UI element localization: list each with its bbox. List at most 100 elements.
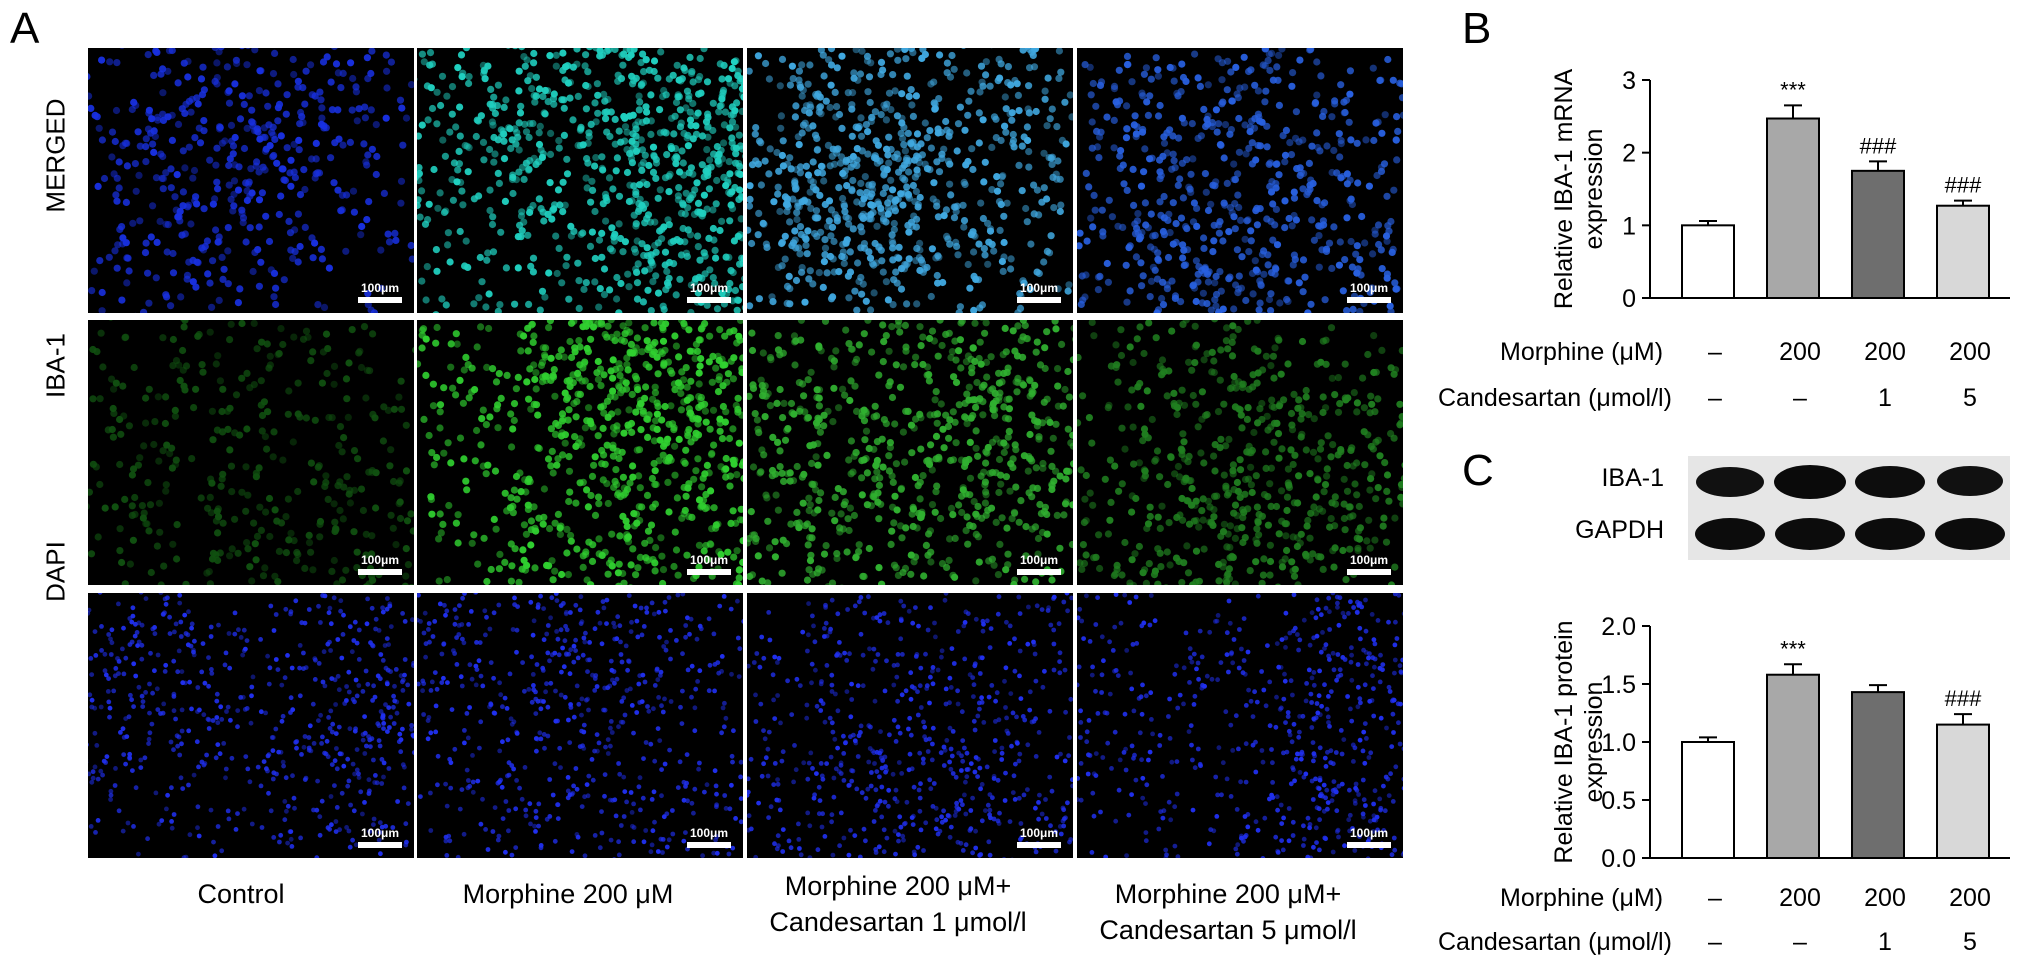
blot-label-iba1: IBA-1 (1601, 464, 1664, 492)
y-tick-label: 2 (1622, 140, 1636, 168)
candesartan-dose-value: 5 (1963, 384, 1977, 412)
morphine-dose-value: 200 (1864, 338, 1906, 366)
scale-bar: 100μm (358, 281, 402, 303)
scale-bar-line (1347, 297, 1391, 303)
significance-mark: ### (1860, 133, 1897, 158)
micrograph-iba-1-2: 100μm (417, 320, 743, 585)
column-label-line1: Morphine 200 μM+ (784, 871, 1012, 901)
micrograph-merged-1: 100μm (88, 48, 414, 313)
y-axis-label: expression (1580, 129, 1608, 250)
morphine-dose-value: 200 (1949, 884, 1991, 912)
y-tick-label: 1 (1622, 212, 1636, 240)
scale-bar-line (687, 842, 731, 848)
micrograph-dapi-4: 100μm (1077, 593, 1403, 858)
scale-bar: 100μm (687, 826, 731, 848)
significance-mark: *** (1780, 77, 1806, 102)
morphine-dose-value: – (1708, 884, 1722, 912)
column-label-line2: Candesartan 1 μmol/l (769, 907, 1027, 937)
scale-bar-label: 100μm (689, 553, 729, 567)
candesartan-label-b: Candesartan (μmol/l) (1438, 384, 1672, 412)
candesartan-dose-value: 1 (1878, 384, 1892, 412)
blot-bands-gapdh (1695, 518, 2005, 550)
micrograph-dapi-1: 100μm (88, 593, 414, 858)
scale-bar-label: 100μm (689, 826, 729, 840)
candesartan-dose-value: – (1708, 384, 1722, 412)
column-label-line1: Morphine 200 μM+ (1114, 879, 1342, 909)
y-tick-label: 0.0 (1601, 845, 1636, 873)
scale-bar-line (1017, 569, 1061, 575)
y-axis-label: Relative IBA-1 mRNA (1550, 69, 1578, 310)
scale-bar-line (358, 842, 402, 848)
scale-bar-label: 100μm (1349, 281, 1389, 295)
candesartan-dose-value: 1 (1878, 928, 1892, 956)
micrograph-dapi-3: 100μm (747, 593, 1073, 858)
blot-band (1855, 518, 1925, 550)
significance-mark: ### (1945, 686, 1982, 711)
blot-band (1774, 465, 1846, 499)
column-label-line1: Morphine 200 μM (462, 879, 674, 909)
blot-band (1935, 518, 2005, 550)
bar (1766, 673, 1820, 859)
bar (1851, 169, 1905, 299)
column-label-control: Control (76, 876, 406, 912)
scale-bar: 100μm (1017, 281, 1061, 303)
micrograph-merged-2: 100μm (417, 48, 743, 313)
blot-band (1855, 466, 1925, 498)
blot-band (1695, 518, 1765, 550)
bar (1766, 117, 1820, 299)
scale-bar-label: 100μm (360, 281, 400, 295)
column-label-morphine-cand5: Morphine 200 μM+ Candesartan 5 μmol/l (1063, 876, 1393, 948)
scale-bar-line (687, 297, 731, 303)
bar (1936, 723, 1990, 859)
column-label-morphine-cand1: Morphine 200 μM+ Candesartan 1 μmol/l (733, 868, 1063, 940)
scale-bar: 100μm (358, 553, 402, 575)
scale-bar: 100μm (1347, 826, 1391, 848)
scale-bar-line (1017, 842, 1061, 848)
scale-bar-label: 100μm (1349, 826, 1389, 840)
blot-band (1696, 467, 1764, 497)
scale-bar-line (1347, 569, 1391, 575)
blot-strip-iba1 (1688, 456, 2010, 508)
morphine-dose-value: – (1708, 338, 1722, 366)
micrograph-merged-4: 100μm (1077, 48, 1403, 313)
y-tick-label: 0.5 (1601, 787, 1636, 815)
scale-bar: 100μm (687, 281, 731, 303)
panel-letter-c: C (1462, 446, 1494, 495)
significance-mark: ### (1945, 173, 1982, 198)
micrograph-iba-1-1: 100μm (88, 320, 414, 585)
y-tick-label: 1.5 (1601, 671, 1636, 699)
candesartan-dose-value: – (1793, 928, 1807, 956)
scale-bar: 100μm (687, 553, 731, 575)
scale-bar-label: 100μm (1019, 281, 1059, 295)
panel-letter-b: B (1462, 4, 1492, 53)
y-tick-label: 2.0 (1601, 613, 1636, 641)
morphine-dose-value: 200 (1779, 338, 1821, 366)
bar (1681, 741, 1735, 859)
y-axis-label: expression (1580, 682, 1608, 803)
scale-bar: 100μm (1017, 826, 1061, 848)
morphine-label-c: Morphine (μM) (1500, 884, 1664, 912)
row-label-merged: MERGED (40, 98, 71, 213)
micrograph-iba-1-4: 100μm (1077, 320, 1403, 585)
micrograph-merged-3: 100μm (747, 48, 1073, 313)
blot-band (1775, 518, 1845, 550)
bar (1851, 691, 1905, 860)
row-label-dapi: DAPI (40, 541, 71, 602)
candesartan-dose-value: – (1793, 384, 1807, 412)
column-label-morphine: Morphine 200 μM (403, 876, 733, 912)
y-tick-label: 3 (1622, 67, 1636, 95)
protein-bar-chart: 0.0 0.5 1.0 1.5 2.0 Relative IBA-1 protein exp… (1550, 613, 2010, 873)
scale-bar-line (358, 297, 402, 303)
candesartan-dose-value: 5 (1963, 928, 1977, 956)
column-label-line1: Control (197, 879, 285, 909)
scale-bar-line (358, 569, 402, 575)
scale-bar-line (1347, 842, 1391, 848)
y-tick-label: 0 (1622, 285, 1636, 313)
morphine-label-b: Morphine (μM) (1500, 338, 1664, 366)
micrograph-iba-1-3: 100μm (747, 320, 1073, 585)
mrna-bar-chart: 0 1 2 3 Relative IBA-1 mRNA expression *** ### #… (1550, 67, 2010, 313)
scale-bar-label: 100μm (689, 281, 729, 295)
scale-bar-label: 100μm (1349, 553, 1389, 567)
scale-bar-label: 100μm (360, 826, 400, 840)
morphine-dose-value: 200 (1864, 884, 1906, 912)
